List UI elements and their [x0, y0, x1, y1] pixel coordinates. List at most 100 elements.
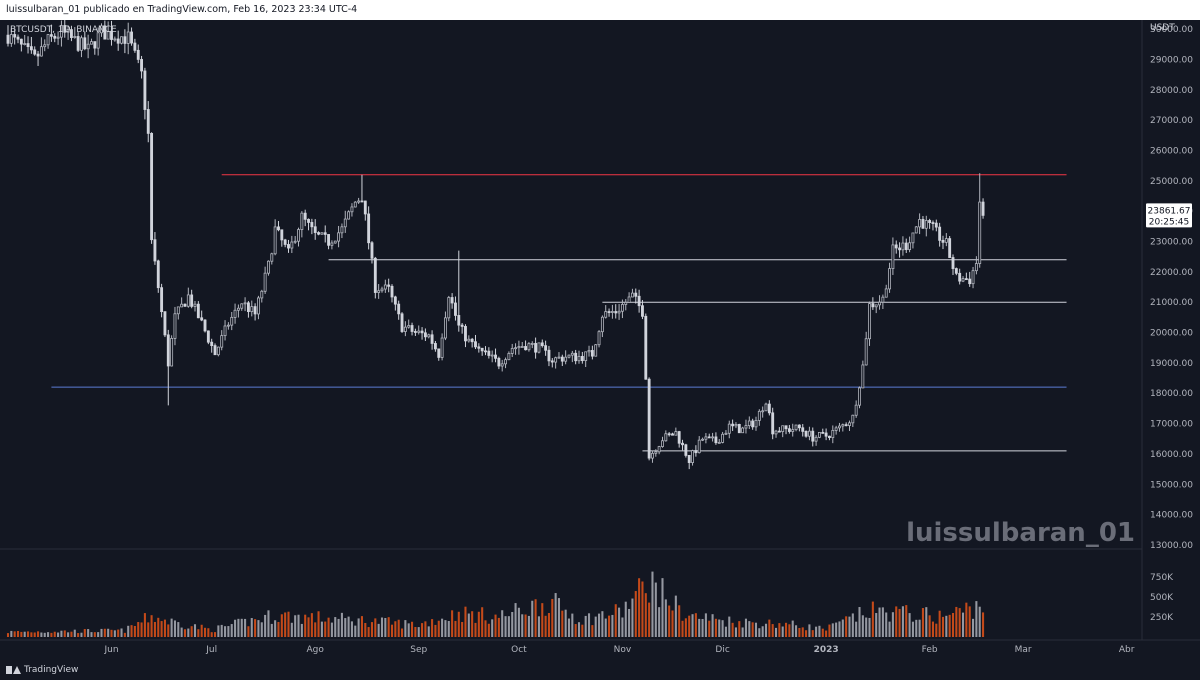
candle-body[interactable] — [774, 430, 778, 435]
candle-body[interactable] — [407, 325, 411, 328]
candle-body[interactable] — [894, 244, 898, 249]
candle-body[interactable] — [504, 359, 507, 365]
candle-body[interactable] — [968, 278, 972, 285]
candle-body[interactable] — [881, 296, 885, 303]
candle-body[interactable] — [714, 436, 718, 444]
candle-body[interactable] — [500, 363, 504, 367]
candle-body[interactable] — [390, 285, 394, 298]
candle-body[interactable] — [160, 287, 164, 313]
candle-body[interactable] — [133, 42, 137, 51]
candle-body[interactable] — [230, 316, 234, 326]
candle-body[interactable] — [193, 303, 197, 307]
candle-body[interactable] — [514, 347, 517, 350]
candle-body[interactable] — [246, 302, 250, 313]
candle-body[interactable] — [270, 253, 274, 262]
candle-body[interactable] — [964, 278, 968, 281]
candle-body[interactable] — [140, 59, 144, 72]
candle-body[interactable] — [610, 311, 614, 313]
candle-body[interactable] — [727, 423, 731, 434]
candle-body[interactable] — [257, 297, 260, 315]
candle-body[interactable] — [300, 212, 304, 230]
candle-body[interactable] — [203, 319, 207, 332]
candle-body[interactable] — [647, 378, 651, 459]
candle-body[interactable] — [888, 268, 891, 290]
candle-body[interactable] — [360, 200, 364, 203]
candle-body[interactable] — [150, 132, 154, 241]
candle-body[interactable] — [93, 41, 97, 49]
candle-body[interactable] — [544, 345, 548, 351]
candle-body[interactable] — [240, 303, 244, 309]
candle-body[interactable] — [844, 424, 848, 427]
candle-body[interactable] — [477, 346, 481, 349]
candle-body[interactable] — [831, 430, 835, 439]
candle-body[interactable] — [66, 29, 70, 33]
candle-body[interactable] — [520, 346, 524, 348]
candle-body[interactable] — [120, 36, 123, 44]
candle-body[interactable] — [600, 316, 604, 333]
candle-body[interactable] — [387, 284, 391, 287]
candle-body[interactable] — [136, 49, 140, 60]
chart-svg[interactable]: 30000.00 29000.00 28000.00 27000.00 26000.00… — [0, 20, 1200, 660]
candle-body[interactable] — [156, 260, 160, 289]
candle-body[interactable] — [851, 414, 855, 424]
candle-body[interactable] — [540, 342, 544, 347]
candle-body[interactable] — [848, 422, 851, 426]
candle-body[interactable] — [607, 311, 611, 313]
candle-body[interactable] — [380, 288, 384, 292]
candle-body[interactable] — [70, 29, 73, 38]
candle-body[interactable] — [83, 37, 87, 50]
candle-body[interactable] — [554, 357, 558, 363]
candle-body[interactable] — [834, 427, 838, 431]
candle-body[interactable] — [697, 439, 701, 454]
candle-body[interactable] — [684, 444, 688, 456]
candle-body[interactable] — [681, 442, 684, 446]
candle-body[interactable] — [130, 31, 133, 44]
candle-body[interactable] — [757, 410, 761, 421]
candle-body[interactable] — [537, 342, 541, 353]
candle-body[interactable] — [403, 326, 407, 332]
candle-body[interactable] — [26, 43, 30, 48]
candle-body[interactable] — [460, 324, 464, 327]
candle-body[interactable] — [19, 38, 23, 45]
candle-body[interactable] — [924, 220, 928, 229]
candle-body[interactable] — [467, 338, 471, 342]
candle-body[interactable] — [717, 441, 721, 444]
candle-body[interactable] — [273, 226, 277, 255]
candle-body[interactable] — [928, 220, 932, 223]
candle-body[interactable] — [457, 315, 461, 326]
candle-body[interactable] — [871, 303, 875, 308]
candle-body[interactable] — [263, 272, 267, 292]
candle-body[interactable] — [817, 431, 821, 438]
candle-body[interactable] — [874, 304, 878, 308]
candle-body[interactable] — [357, 200, 361, 203]
candle-body[interactable] — [564, 356, 568, 362]
candle-body[interactable] — [918, 219, 922, 228]
candle-body[interactable] — [96, 32, 100, 49]
candle-body[interactable] — [90, 41, 93, 45]
candle-body[interactable] — [260, 290, 264, 299]
candle-body[interactable] — [654, 451, 658, 454]
candle-body[interactable] — [557, 356, 561, 359]
candle-body[interactable] — [524, 346, 528, 351]
candle-body[interactable] — [113, 38, 117, 41]
candle-body[interactable] — [704, 436, 708, 440]
candle-body[interactable] — [437, 348, 441, 358]
candle-body[interactable] — [313, 226, 317, 233]
candle-body[interactable] — [550, 360, 554, 363]
candle-body[interactable] — [470, 338, 474, 343]
price-chart[interactable]: 30000.00 29000.00 28000.00 27000.00 26000.00… — [0, 20, 1200, 660]
candle-body[interactable] — [43, 44, 47, 48]
candle-body[interactable] — [450, 297, 454, 304]
candle-body[interactable] — [891, 244, 895, 269]
candle-body[interactable] — [534, 343, 538, 353]
candle-body[interactable] — [787, 428, 791, 432]
candle-body[interactable] — [29, 46, 33, 51]
candle-body[interactable] — [143, 70, 147, 110]
candle-body[interactable] — [243, 302, 247, 305]
candle-body[interactable] — [56, 36, 60, 39]
candle-body[interactable] — [226, 324, 230, 327]
candle-body[interactable] — [974, 263, 978, 272]
candle-body[interactable] — [253, 306, 257, 315]
candle-body[interactable] — [350, 206, 354, 213]
candle-body[interactable] — [811, 430, 815, 442]
